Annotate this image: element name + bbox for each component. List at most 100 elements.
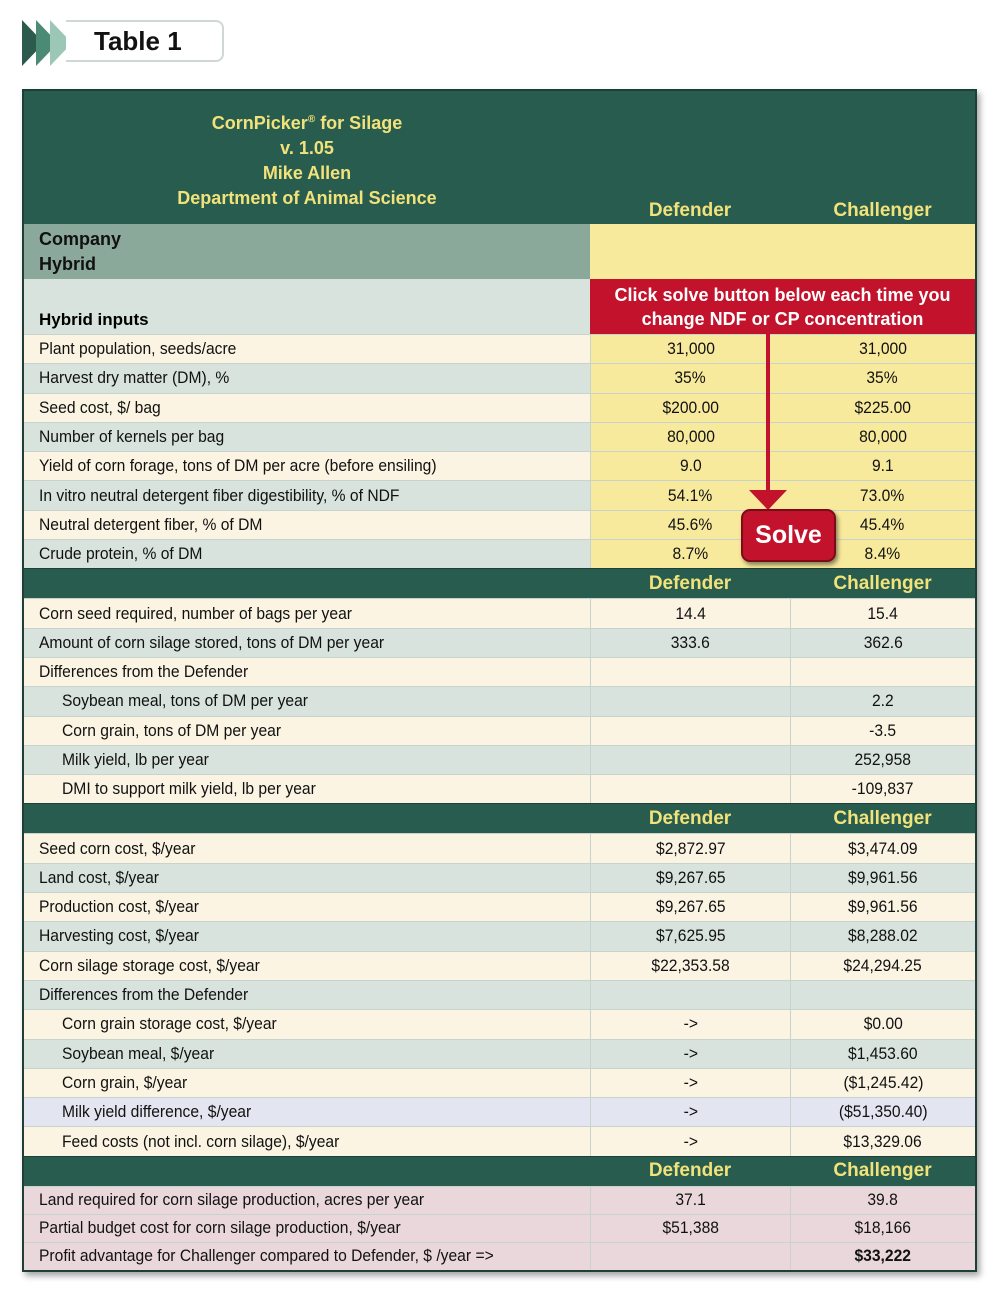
row-label: Number of kernels per bag xyxy=(24,422,590,452)
defender-value xyxy=(590,687,790,716)
table-label: Table 1 xyxy=(22,20,224,66)
table-row: In vitro neutral detergent fiber digesti… xyxy=(24,480,975,510)
table-row: Harvesting cost, $/year $7,625.95 $8,288.0… xyxy=(24,921,975,951)
row-label: Yield of corn forage, tons of DM per acr… xyxy=(24,452,590,481)
challenger-value: 2.2 xyxy=(790,687,975,716)
row-label: Land required for corn silage production… xyxy=(39,1190,425,1210)
challenger-value: -109,837 xyxy=(790,775,975,804)
cornpicker-table: CornPicker® for Silage v. 1.05 Mike Alle… xyxy=(22,89,977,1272)
company-hybrid-labels: Company Hybrid xyxy=(24,224,590,279)
col-header-challenger: Challenger xyxy=(833,200,932,221)
row-label: Profit advantage for Challenger compared… xyxy=(39,1246,494,1266)
challenger-value: ($1,245.42) xyxy=(790,1068,975,1098)
challenger-value: $1,453.60 xyxy=(790,1039,975,1068)
challenger-value[interactable]: 80,000 xyxy=(790,422,975,452)
defender-value: $2,872.97 xyxy=(590,834,790,863)
table-row: Differences from the Defender xyxy=(24,656,975,687)
challenger-value[interactable]: 35% xyxy=(790,364,975,393)
table-row: Land cost, $/year $9,267.65 $9,961.56 xyxy=(24,862,975,893)
row-label: Production cost, $/year xyxy=(39,897,199,917)
defender-value[interactable]: 31,000 xyxy=(590,335,790,364)
defender-value: $51,388 xyxy=(590,1214,790,1242)
table-row: Corn grain, $/year -> ($1,245.42) xyxy=(24,1067,975,1098)
challenger-value: $9,961.56 xyxy=(790,893,975,922)
table-row: Crude protein, % of DM 8.7% 8.4% xyxy=(24,539,975,569)
company-hybrid-input[interactable] xyxy=(590,224,975,279)
row-label: In vitro neutral detergent fiber digesti… xyxy=(24,481,590,510)
defender-value xyxy=(590,745,790,775)
challenger-value[interactable]: 9.1 xyxy=(790,452,975,481)
challenger-value: $3,474.09 xyxy=(790,834,975,863)
challenger-value: $9,961.56 xyxy=(790,863,975,893)
challenger-value: 362.6 xyxy=(790,628,975,657)
defender-value[interactable]: 9.0 xyxy=(590,452,790,481)
row-label: Partial budget cost for corn silage prod… xyxy=(39,1218,401,1238)
defender-value[interactable]: 35% xyxy=(590,364,790,393)
author: Mike Allen xyxy=(262,162,352,183)
defender-value xyxy=(590,980,790,1010)
row-label: Harvest dry matter (DM), % xyxy=(24,364,590,393)
defender-value: $9,267.65 xyxy=(590,863,790,893)
challenger-value xyxy=(790,657,975,687)
challenger-value[interactable]: $225.00 xyxy=(790,393,975,422)
challenger-value: $13,329.06 xyxy=(790,1127,975,1156)
row-label: Seed cost, $/ bag xyxy=(24,393,590,422)
costs-section: Seed corn cost, $/year $2,872.97 $3,474.09… xyxy=(24,833,975,1156)
defender-value: 37.1 xyxy=(590,1186,790,1214)
challenger-value xyxy=(790,980,975,1010)
table-row: Differences from the Defender xyxy=(24,979,975,1010)
table-row: Land required for corn silage production… xyxy=(24,1185,975,1214)
table-row: Soybean meal, $/year -> $1,453.60 xyxy=(24,1038,975,1068)
row-label: Corn grain, tons of DM per year xyxy=(62,720,282,740)
defender-value[interactable]: $200.00 xyxy=(590,393,790,422)
hybrid-inputs-label: Hybrid inputs xyxy=(24,279,590,334)
app-title: CornPicker® for Silage xyxy=(211,112,403,133)
table-row: Corn silage storage cost, $/year $22,353.… xyxy=(24,950,975,980)
summary-section: Land required for corn silage production… xyxy=(24,1185,975,1270)
row-label: Harvesting cost, $/year xyxy=(39,926,199,946)
defender-value: -> xyxy=(590,1127,790,1156)
row-label: Corn seed required, number of bags per y… xyxy=(39,603,352,623)
department: Department of Animal Science xyxy=(177,187,437,208)
row-label: Land cost, $/year xyxy=(39,867,159,887)
row-label: Corn silage storage cost, $/year xyxy=(39,955,260,975)
defender-value: $9,267.65 xyxy=(590,893,790,922)
challenger-value: $33,222 xyxy=(790,1242,975,1270)
hybrid-inputs-header: Hybrid inputs Click solve button below e… xyxy=(24,279,975,334)
row-label: Corn grain storage cost, $/year xyxy=(62,1014,277,1034)
table-row: Milk yield difference, $/year -> ($51,350.… xyxy=(24,1097,975,1127)
defender-value xyxy=(590,1242,790,1270)
defender-value: -> xyxy=(590,1010,790,1039)
row-label: Amount of corn silage stored, tons of DM… xyxy=(39,632,385,652)
defender-value[interactable]: 80,000 xyxy=(590,422,790,452)
company-label: Company xyxy=(39,228,122,249)
defender-value: -> xyxy=(590,1098,790,1127)
challenger-value: $24,294.25 xyxy=(790,951,975,980)
arrow-down-icon xyxy=(749,490,787,510)
row-label: Soybean meal, $/year xyxy=(62,1043,215,1063)
results-section: Corn seed required, number of bags per y… xyxy=(24,598,975,804)
challenger-value[interactable]: 73.0% xyxy=(790,481,975,510)
solve-button[interactable]: Solve xyxy=(741,509,836,562)
defender-value xyxy=(590,716,790,745)
row-label: Differences from the Defender xyxy=(39,662,249,682)
row-label: DMI to support milk yield, lb per year xyxy=(62,779,316,799)
arrow-line xyxy=(766,332,770,492)
defender-value xyxy=(590,775,790,804)
defender-value: 14.4 xyxy=(590,599,790,628)
row-label: Soybean meal, tons of DM per year xyxy=(62,691,309,711)
row-label: Neutral detergent fiber, % of DM xyxy=(24,510,590,540)
challenger-value: 252,958 xyxy=(790,745,975,775)
defender-value xyxy=(590,657,790,687)
company-hybrid-row: Company Hybrid xyxy=(24,224,975,279)
section-header: Defender Challenger xyxy=(24,1155,975,1186)
table-row: Seed corn cost, $/year $2,872.97 $3,474.09 xyxy=(24,833,975,863)
table-row: DMI to support milk yield, lb per year -1… xyxy=(24,774,975,804)
banner-title-block: CornPicker® for Silage v. 1.05 Mike Alle… xyxy=(24,91,590,224)
table-row: Plant population, seeds/acre 31,000 31,000 xyxy=(24,334,975,364)
challenger-value[interactable]: 31,000 xyxy=(790,335,975,364)
table-row: Yield of corn forage, tons of DM per acr… xyxy=(24,451,975,481)
section-header: Defender Challenger xyxy=(24,568,975,599)
challenger-value: 39.8 xyxy=(790,1186,975,1214)
table-row: Amount of corn silage stored, tons of DM… xyxy=(24,627,975,657)
